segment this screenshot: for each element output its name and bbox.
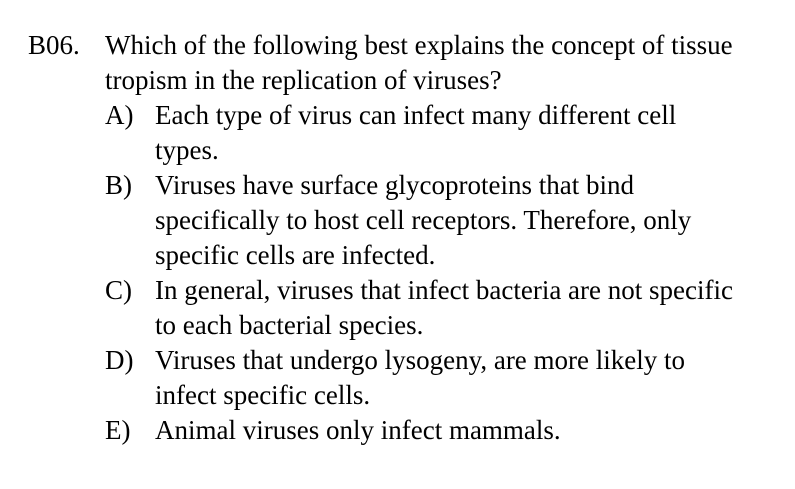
option-text: Animal viruses only infect mammals. <box>155 415 561 445</box>
option-letter: D) <box>105 345 134 375</box>
option-text: Viruses have surface glycoproteins that … <box>155 170 692 270</box>
answer-option-c: C) In general, viruses that infect bacte… <box>0 273 745 343</box>
option-text: In general, viruses that infect bacteria… <box>155 275 733 340</box>
question-stem: B06. Which of the following best explain… <box>0 28 785 98</box>
option-letter: C) <box>105 275 132 305</box>
question-number: B06. <box>28 30 80 60</box>
answer-option-a: A) Each type of virus can infect many di… <box>0 98 745 168</box>
answer-option-b: B) Viruses have surface glycoproteins th… <box>0 168 745 273</box>
answer-option-e: E) Animal viruses only infect mammals. <box>0 413 745 448</box>
question-block: B06. Which of the following best explain… <box>0 28 795 448</box>
answer-options: A) Each type of virus can infect many di… <box>0 98 795 448</box>
option-text: Viruses that undergo lysogeny, are more … <box>155 345 686 410</box>
option-text: Each type of virus can infect many diffe… <box>155 100 677 165</box>
answer-option-d: D) Viruses that undergo lysogeny, are mo… <box>0 343 745 413</box>
option-letter: B) <box>105 170 132 200</box>
option-letter: A) <box>105 100 134 130</box>
question-text: Which of the following best explains the… <box>105 30 733 95</box>
option-letter: E) <box>105 415 131 445</box>
